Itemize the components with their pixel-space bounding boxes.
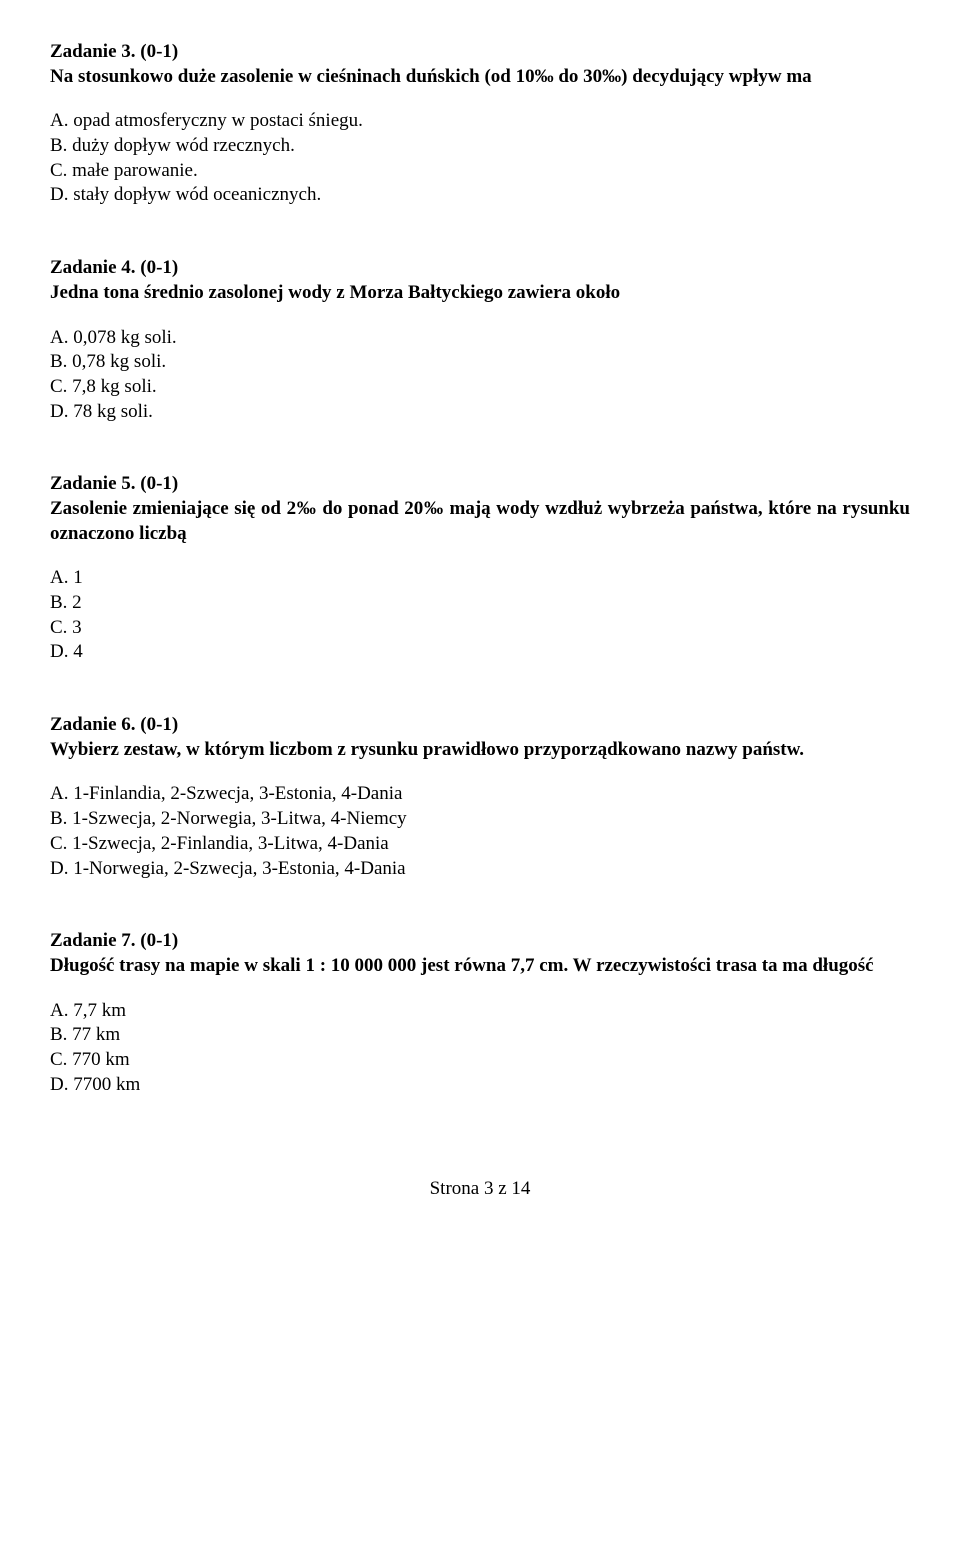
option-b: B. 2 xyxy=(50,591,910,616)
task-7: Zadanie 7. (0-1) Długość trasy na mapie … xyxy=(50,929,910,1097)
option-d: D. stały dopływ wód oceanicznych. xyxy=(50,183,910,208)
option-c: C. 770 km xyxy=(50,1048,910,1073)
option-d: D. 4 xyxy=(50,640,910,665)
task-prompt-text: Długość trasy na mapie w skali 1 : 10 00… xyxy=(50,955,874,976)
task-prompt-text: Zasolenie zmieniające się od 2‰ do ponad… xyxy=(50,498,910,544)
document-body: Zadanie 3. (0-1) Na stosunkowo duże zaso… xyxy=(50,40,910,1202)
task-title: Zadanie 6. (0-1) xyxy=(50,714,178,735)
task-options: A. opad atmosferyczny w postaci śniegu. … xyxy=(50,109,910,208)
option-a: A. opad atmosferyczny w postaci śniegu. xyxy=(50,109,910,134)
option-a: A. 1 xyxy=(50,566,910,591)
task-title: Zadanie 3. (0-1) xyxy=(50,41,178,62)
task-header: Zadanie 4. (0-1) Jedna tona średnio zaso… xyxy=(50,256,910,305)
task-options: A. 0,078 kg soli. B. 0,78 kg soli. C. 7,… xyxy=(50,326,910,425)
option-b: B. 1-Szwecja, 2-Norwegia, 3-Litwa, 4-Nie… xyxy=(50,807,910,832)
task-options: A. 1 B. 2 C. 3 D. 4 xyxy=(50,566,910,665)
task-options: A. 7,7 km B. 77 km C. 770 km D. 7700 km xyxy=(50,999,910,1098)
option-c: C. 3 xyxy=(50,616,910,641)
task-5: Zadanie 5. (0-1) Zasolenie zmieniające s… xyxy=(50,472,910,665)
task-options: A. 1-Finlandia, 2-Szwecja, 3-Estonia, 4-… xyxy=(50,782,910,881)
task-6: Zadanie 6. (0-1) Wybierz zestaw, w który… xyxy=(50,713,910,881)
option-d: D. 7700 km xyxy=(50,1073,910,1098)
option-c: C. 7,8 kg soli. xyxy=(50,375,910,400)
option-a: A. 7,7 km xyxy=(50,999,910,1024)
task-title: Zadanie 4. (0-1) xyxy=(50,257,178,278)
task-prompt-text: Jedna tona średnio zasolonej wody z Morz… xyxy=(50,282,620,303)
task-header: Zadanie 7. (0-1) Długość trasy na mapie … xyxy=(50,929,910,978)
task-header: Zadanie 5. (0-1) Zasolenie zmieniające s… xyxy=(50,472,910,546)
option-c: C. 1-Szwecja, 2-Finlandia, 3-Litwa, 4-Da… xyxy=(50,832,910,857)
option-b: B. 77 km xyxy=(50,1023,910,1048)
task-prompt-text: Na stosunkowo duże zasolenie w cieśninac… xyxy=(50,66,812,87)
option-d: D. 1-Norwegia, 2-Szwecja, 3-Estonia, 4-D… xyxy=(50,857,910,882)
option-c: C. małe parowanie. xyxy=(50,159,910,184)
task-header: Zadanie 6. (0-1) Wybierz zestaw, w który… xyxy=(50,713,910,762)
task-3: Zadanie 3. (0-1) Na stosunkowo duże zaso… xyxy=(50,40,910,208)
task-title: Zadanie 7. (0-1) xyxy=(50,930,178,951)
option-b: B. 0,78 kg soli. xyxy=(50,350,910,375)
task-prompt-text: Wybierz zestaw, w którym liczbom z rysun… xyxy=(50,739,804,760)
option-d: D. 78 kg soli. xyxy=(50,400,910,425)
page-footer: Strona 3 z 14 xyxy=(50,1177,910,1202)
task-4: Zadanie 4. (0-1) Jedna tona średnio zaso… xyxy=(50,256,910,424)
page-number: Strona 3 z 14 xyxy=(430,1178,531,1199)
task-header: Zadanie 3. (0-1) Na stosunkowo duże zaso… xyxy=(50,40,910,89)
option-b: B. duży dopływ wód rzecznych. xyxy=(50,134,910,159)
option-a: A. 1-Finlandia, 2-Szwecja, 3-Estonia, 4-… xyxy=(50,782,910,807)
task-title: Zadanie 5. (0-1) xyxy=(50,473,178,494)
option-a: A. 0,078 kg soli. xyxy=(50,326,910,351)
